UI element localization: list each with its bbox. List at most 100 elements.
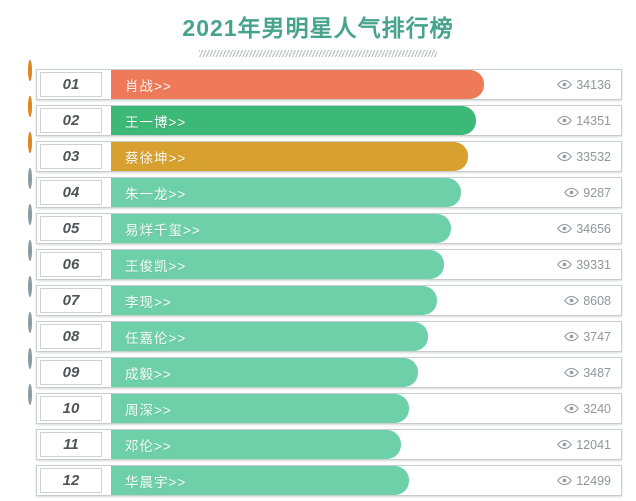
eye-icon xyxy=(564,187,580,198)
star-name-link[interactable]: 成毅>> xyxy=(125,366,172,382)
popularity-bar: 华晨宇>> xyxy=(111,466,409,495)
rank-number-box: 06 xyxy=(40,252,102,277)
rank-number-box: 03 xyxy=(40,144,102,169)
popularity-bar: 李现>> xyxy=(111,286,437,315)
view-count-group: 8608 xyxy=(564,286,611,315)
star-name-link[interactable]: 李现>> xyxy=(125,294,172,310)
eye-icon xyxy=(557,259,573,270)
rank-number-box: 04 xyxy=(40,180,102,205)
view-count: 12499 xyxy=(576,473,611,488)
view-count: 3240 xyxy=(583,401,611,416)
eye-icon xyxy=(557,223,573,234)
gold-medal-icon xyxy=(28,60,42,81)
silver-medal-icon xyxy=(28,312,42,333)
view-count-group: 39331 xyxy=(557,250,611,279)
rank-number-box: 12 xyxy=(40,468,102,493)
star-name-link[interactable]: 朱一龙>> xyxy=(125,186,187,202)
view-count: 9287 xyxy=(583,185,611,200)
gold-medal-icon xyxy=(28,132,42,153)
rank-row-06[interactable]: 06 王俊凯>> 39331 xyxy=(28,240,622,280)
view-count-group: 3240 xyxy=(564,394,611,423)
rank-number: 12 xyxy=(62,472,80,489)
star-name-link[interactable]: 肖战>> xyxy=(125,78,172,94)
eye-icon xyxy=(557,439,573,450)
rank-row-03[interactable]: 03 蔡徐坤>> 33532 xyxy=(28,132,622,172)
rank-number-box: 11 xyxy=(40,432,102,457)
rank-row-10[interactable]: 10 周深>> 3240 xyxy=(28,384,622,424)
rank-number: 09 xyxy=(62,364,80,381)
rank-number: 06 xyxy=(62,256,80,273)
rank-number-box: 09 xyxy=(40,360,102,385)
view-count: 14351 xyxy=(576,113,611,128)
view-count-group: 33532 xyxy=(557,142,611,171)
view-count: 12041 xyxy=(576,437,611,452)
rank-row-11[interactable]: 11 邓伦>> 12041 xyxy=(36,429,622,460)
popularity-bar: 成毅>> xyxy=(111,358,418,387)
rank-number: 10 xyxy=(62,400,80,417)
star-name-link[interactable]: 蔡徐坤>> xyxy=(125,150,187,166)
eye-icon xyxy=(564,295,580,306)
rank-number: 04 xyxy=(62,184,80,201)
view-count: 34656 xyxy=(576,221,611,236)
rank-number-box: 05 xyxy=(40,216,102,241)
view-count: 34136 xyxy=(576,77,611,92)
rank-number: 08 xyxy=(62,328,80,345)
popularity-bar: 任嘉伦>> xyxy=(111,322,428,351)
star-name-link[interactable]: 邓伦>> xyxy=(125,438,172,454)
page-header: 2021年男明星人气排行榜 xyxy=(0,0,636,57)
eye-icon xyxy=(564,331,580,342)
star-name-link[interactable]: 易烊千玺>> xyxy=(125,222,201,238)
rank-row-04[interactable]: 04 朱一龙>> 9287 xyxy=(28,168,622,208)
view-count: 3747 xyxy=(583,329,611,344)
rank-row-02[interactable]: 02 王一博>> 14351 xyxy=(28,96,622,136)
star-name-link[interactable]: 周深>> xyxy=(125,402,172,418)
rank-number-box: 10 xyxy=(40,396,102,421)
popularity-bar: 朱一龙>> xyxy=(111,178,461,207)
eye-icon xyxy=(557,79,573,90)
view-count-group: 9287 xyxy=(564,178,611,207)
popularity-bar: 王一博>> xyxy=(111,106,476,135)
star-name-link[interactable]: 任嘉伦>> xyxy=(125,330,187,346)
rank-number: 02 xyxy=(62,112,80,129)
popularity-bar: 肖战>> xyxy=(111,70,484,99)
view-count-group: 14351 xyxy=(557,106,611,135)
title-divider-hatch xyxy=(199,50,437,57)
popularity-bar: 易烊千玺>> xyxy=(111,214,451,243)
eye-icon xyxy=(564,367,580,378)
ranking-list: 01 肖战>> 34136 02 王一博>> 14 xyxy=(28,60,622,501)
silver-medal-icon xyxy=(28,276,42,297)
view-count-group: 12041 xyxy=(557,430,611,459)
eye-icon xyxy=(557,475,573,486)
rank-row-12[interactable]: 12 华晨宇>> 12499 xyxy=(36,465,622,496)
eye-icon xyxy=(564,403,580,414)
silver-medal-icon xyxy=(28,204,42,225)
rank-number: 01 xyxy=(62,76,80,93)
star-name-link[interactable]: 王一博>> xyxy=(125,114,187,130)
eye-icon xyxy=(557,115,573,126)
rank-row-05[interactable]: 05 易烊千玺>> 34656 xyxy=(28,204,622,244)
view-count-group: 34136 xyxy=(557,70,611,99)
star-name-link[interactable]: 华晨宇>> xyxy=(125,474,187,490)
view-count: 39331 xyxy=(576,257,611,272)
rank-number: 03 xyxy=(62,148,80,165)
rank-number: 11 xyxy=(63,436,79,453)
page-title: 2021年男明星人气排行榜 xyxy=(182,15,454,41)
rank-number: 05 xyxy=(62,220,80,237)
rank-row-01[interactable]: 01 肖战>> 34136 xyxy=(28,60,622,100)
rank-row-08[interactable]: 08 任嘉伦>> 3747 xyxy=(28,312,622,352)
view-count-group: 3487 xyxy=(564,358,611,387)
rank-row-07[interactable]: 07 李现>> 8608 xyxy=(28,276,622,316)
eye-icon xyxy=(557,151,573,162)
rank-number-box: 02 xyxy=(40,108,102,133)
popularity-bar: 周深>> xyxy=(111,394,409,423)
star-name-link[interactable]: 王俊凯>> xyxy=(125,258,187,274)
rank-row-09[interactable]: 09 成毅>> 3487 xyxy=(28,348,622,388)
silver-medal-icon xyxy=(28,240,42,261)
rank-number-box: 07 xyxy=(40,288,102,313)
popularity-bar: 邓伦>> xyxy=(111,430,401,459)
view-count: 33532 xyxy=(576,149,611,164)
silver-medal-icon xyxy=(28,348,42,369)
gold-medal-icon xyxy=(28,96,42,117)
view-count: 3487 xyxy=(583,365,611,380)
view-count-group: 34656 xyxy=(557,214,611,243)
